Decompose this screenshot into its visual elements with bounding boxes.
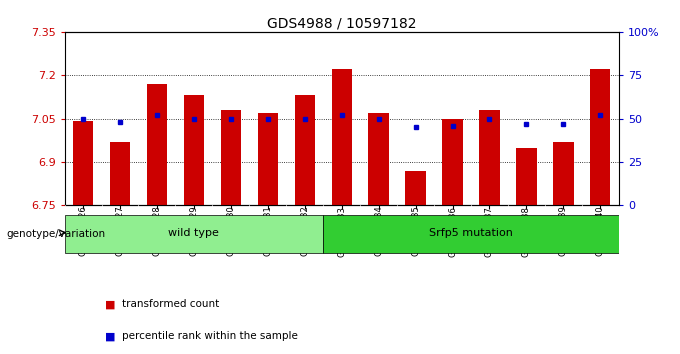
- Text: GSM921333: GSM921333: [337, 206, 346, 257]
- Bar: [405, 171, 426, 205]
- Text: GSM921326: GSM921326: [79, 206, 88, 256]
- Bar: [369, 113, 389, 205]
- Text: GSM921338: GSM921338: [522, 206, 531, 257]
- Text: GSM921328: GSM921328: [152, 206, 161, 256]
- Bar: [590, 69, 611, 205]
- Bar: [147, 84, 167, 205]
- Text: percentile rank within the sample: percentile rank within the sample: [122, 331, 299, 341]
- Text: GSM921330: GSM921330: [226, 206, 235, 256]
- Title: GDS4988 / 10597182: GDS4988 / 10597182: [267, 17, 416, 31]
- Bar: [65, 215, 323, 253]
- Text: GSM921337: GSM921337: [485, 206, 494, 257]
- Text: GSM921331: GSM921331: [263, 206, 272, 256]
- Bar: [554, 142, 573, 205]
- Bar: [184, 96, 204, 205]
- Bar: [332, 69, 352, 205]
- Bar: [516, 148, 537, 205]
- Bar: [323, 215, 619, 253]
- Text: GSM921340: GSM921340: [596, 206, 605, 256]
- Text: GSM921329: GSM921329: [190, 206, 199, 256]
- Bar: [73, 121, 93, 205]
- Bar: [294, 96, 315, 205]
- Bar: [221, 110, 241, 205]
- Text: GSM921334: GSM921334: [374, 206, 383, 256]
- Text: GSM921327: GSM921327: [116, 206, 124, 256]
- Text: wild type: wild type: [169, 228, 220, 238]
- Text: GSM921332: GSM921332: [301, 206, 309, 256]
- Text: Srfp5 mutation: Srfp5 mutation: [429, 228, 513, 238]
- Bar: [443, 119, 462, 205]
- Text: GSM921335: GSM921335: [411, 206, 420, 256]
- Text: genotype/variation: genotype/variation: [7, 229, 106, 239]
- Bar: [258, 113, 278, 205]
- Bar: [479, 110, 500, 205]
- Text: transformed count: transformed count: [122, 299, 220, 309]
- Text: GSM921336: GSM921336: [448, 206, 457, 257]
- Text: ■: ■: [105, 299, 116, 309]
- Bar: [110, 142, 130, 205]
- Text: ■: ■: [105, 331, 116, 341]
- Text: GSM921339: GSM921339: [559, 206, 568, 256]
